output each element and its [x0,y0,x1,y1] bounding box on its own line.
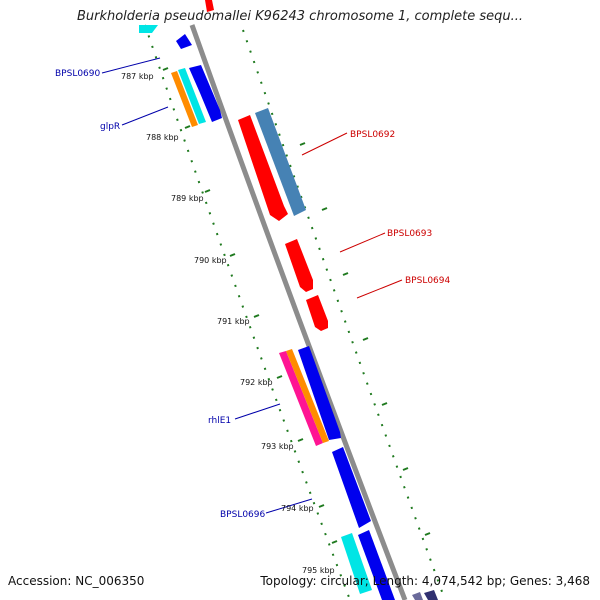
gene-blue-bottom [358,530,395,600]
kbp-label-789: 789 kbp [171,194,204,203]
kbp-label-792: 792 kbp [240,378,273,387]
tick-789 [204,189,211,193]
outer-tick-1 [299,142,306,146]
gene-arrow-small-blue [176,34,192,49]
tick-788 [184,125,191,129]
leader-BPSL0692 [301,132,348,156]
leader-glpR [121,106,169,126]
tick-793 [297,438,304,442]
gene-label-BPSL0692[interactable]: BPSL0692 [350,130,395,140]
gene-label-BPSL0690[interactable]: BPSL0690 [55,69,101,79]
reverse-strand-genes [139,25,395,600]
gene-rhlE1-orange [286,349,329,443]
outer-tick-4 [362,337,369,341]
gene-label-rhlE1[interactable]: rhlE1 [208,416,231,426]
leader-BPSL0690 [101,57,161,74]
gene-label-BPSL0694[interactable]: BPSL0694 [405,276,451,286]
gene-bottom-navy [424,590,438,600]
genome-summary-text: Topology: circular; Length: 4,074,542 bp… [260,574,590,588]
gene-bottom-gray [412,592,423,600]
tick-791 [253,314,260,318]
label-leaders [101,57,403,514]
gene-BPSL0694-red [306,295,328,331]
gene-cyan-bottom [341,533,372,594]
kbp-label-791: 791 kbp [217,317,250,326]
leader-BPSL0694 [356,279,403,299]
tick-792 [276,375,283,379]
accession-text: Accession: NC_006350 [8,574,145,588]
outer-tick-track [242,29,446,600]
leader-BPSL0693 [339,232,386,253]
gene-blue-791 [298,346,341,440]
gene-BPSL0692-steelblue [255,108,306,216]
kbp-label-795: 795 kbp [302,566,335,575]
forward-strand-genes [205,0,438,600]
tick-787 [162,67,169,71]
gene-label-glpR[interactable]: glpR [100,122,120,132]
map-title: Burkholderia pseudomallei K96243 chromos… [76,9,524,24]
outer-tick-2 [321,207,328,211]
kbp-label-790: 790 kbp [194,256,227,265]
leader-BPSL0696 [265,498,313,514]
gene-glpR-orange [171,71,198,127]
gene-BPSL0690-blue [189,65,222,122]
outer-tick-5 [381,402,388,406]
kbp-label-788: 788 kbp [146,133,179,142]
tick-794 [318,504,325,508]
chromosome-backbone [189,24,408,600]
inner-tick-track [144,24,351,600]
gene-block-top-cyan [139,25,158,33]
major-ticks [162,67,431,544]
kbp-label-793: 793 kbp [261,442,294,451]
gene-rhlE1-magenta [279,351,323,446]
kbp-label-787: 787 kbp [121,72,154,81]
outer-tick-3 [342,272,349,276]
gene-BPSL0696-blue [332,447,371,528]
gene-BPSL0693-red [285,239,313,292]
gene-BPSL0692-red [238,115,288,221]
outer-tick-7 [424,532,431,536]
leader-rhlE1 [234,403,281,420]
kbp-label-794: 794 kbp [281,504,314,513]
gene-top-red [205,0,214,12]
tick-790 [229,253,236,257]
outer-tick-6 [402,467,409,471]
gene-label-BPSL0693[interactable]: BPSL0693 [387,229,432,239]
gene-glpR-cyan [178,68,206,124]
gene-label-BPSL0696[interactable]: BPSL0696 [220,510,266,520]
tick-795 [331,540,338,544]
